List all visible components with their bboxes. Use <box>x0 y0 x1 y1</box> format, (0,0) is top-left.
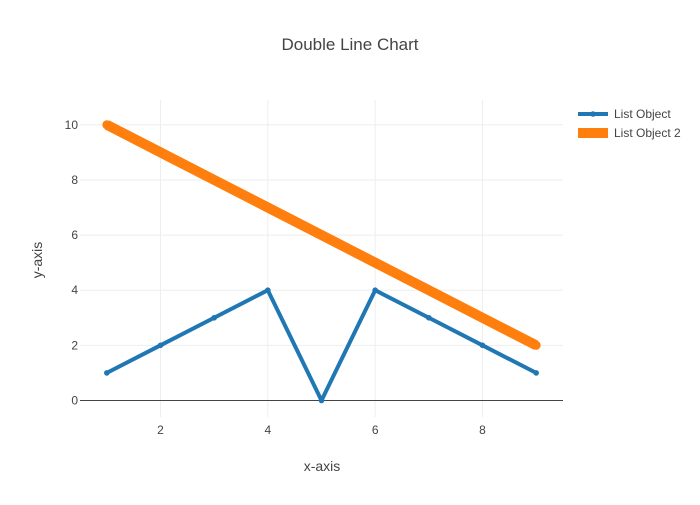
legend-swatch-marker-1 <box>590 111 596 117</box>
chart-title: Double Line Chart <box>281 35 418 54</box>
series-1-point-2[interactable] <box>157 342 164 349</box>
legend-label-1[interactable]: List Object <box>614 107 671 121</box>
series-2-point-9[interactable] <box>531 340 541 350</box>
legend[interactable]: List Object List Object 2 <box>578 107 681 140</box>
series-2-point-6[interactable] <box>370 258 380 268</box>
series-1-point-4[interactable] <box>265 287 271 294</box>
series-2-point-5[interactable] <box>317 230 326 240</box>
y-tick-label-0: 0 <box>71 393 78 407</box>
series-lines <box>102 120 541 404</box>
y-tick-label-6: 6 <box>71 228 78 242</box>
series-2-point-1[interactable] <box>102 120 112 130</box>
series-2-point-4[interactable] <box>263 203 273 213</box>
series-1-point-3[interactable] <box>211 314 217 321</box>
y-axis-title: y-axis <box>29 242 45 279</box>
y-tick-label-2: 2 <box>71 338 78 352</box>
y-tick-label-4: 4 <box>71 283 78 297</box>
series-2-point-2[interactable] <box>156 147 165 157</box>
series-2-point-7[interactable] <box>424 285 434 295</box>
x-axis-title: x-axis <box>304 458 341 474</box>
x-tick-label-4: 4 <box>264 423 271 437</box>
series-2-point-8[interactable] <box>478 313 487 323</box>
series-1-point-1[interactable] <box>104 370 110 376</box>
series-1-point-8[interactable] <box>479 342 486 349</box>
x-tick-label-6: 6 <box>372 423 379 437</box>
x-tick-label-8: 8 <box>479 423 486 437</box>
series-2-point-3[interactable] <box>209 175 219 185</box>
series-1-point-7[interactable] <box>426 314 432 321</box>
y-tick-label-8: 8 <box>71 173 78 187</box>
legend-label-2[interactable]: List Object 2 <box>614 126 681 140</box>
x-tick-label-2: 2 <box>157 423 164 437</box>
axes: 2 4 6 8 0 2 4 6 8 10 <box>65 118 487 437</box>
y-tick-label-10: 10 <box>65 118 79 132</box>
series-1-point-5[interactable] <box>318 397 325 404</box>
series-1-point-9[interactable] <box>533 370 539 376</box>
series-1-point-6[interactable] <box>372 287 378 294</box>
